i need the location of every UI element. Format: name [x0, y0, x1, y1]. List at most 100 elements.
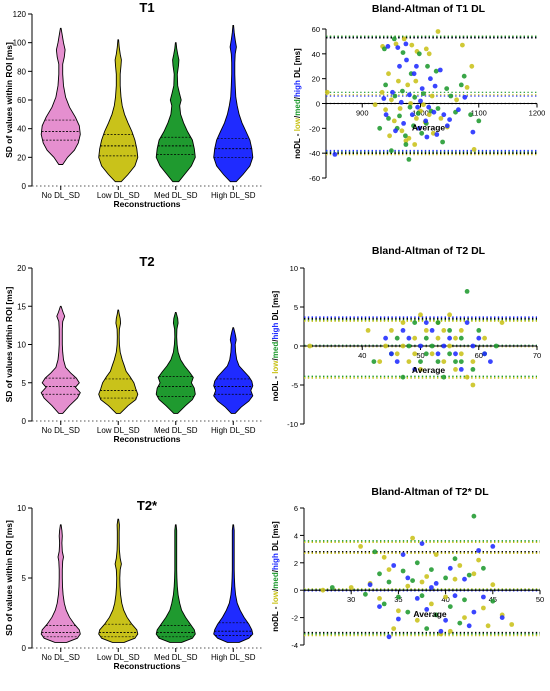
y-tick-label: 10 — [290, 264, 298, 273]
data-point — [432, 83, 438, 89]
y-tick-label: 40 — [17, 125, 26, 134]
data-point — [426, 104, 432, 110]
data-point — [444, 86, 450, 91]
data-point — [400, 552, 406, 557]
violin-1 — [98, 39, 139, 183]
x-axis-label: Reconstructions — [113, 661, 180, 671]
y-axis-label-part: high — [271, 323, 280, 340]
data-point — [405, 575, 411, 581]
data-point — [462, 94, 468, 100]
data-point — [400, 50, 406, 55]
data-point — [456, 107, 461, 113]
data-point — [509, 622, 515, 627]
t2star-bland-altman: Bland-Altman of T2* DL-4-202463035404550… — [271, 486, 544, 650]
data-point — [452, 576, 458, 582]
chart-title: Bland-Altman of T2* DL — [371, 486, 489, 498]
y-tick-label: 0 — [22, 644, 27, 653]
x-tick-label: 40 — [441, 595, 449, 604]
data-point — [419, 130, 425, 136]
t2-violin: T2 0 5 10 15 20 SD of values within ROI [ms] No… — [4, 254, 262, 444]
data-point — [460, 42, 465, 48]
data-point — [372, 549, 378, 555]
data-point — [389, 351, 394, 357]
data-point — [490, 598, 496, 604]
y-axis-label: SD of values within ROI [ms] — [4, 42, 14, 158]
data-point — [381, 96, 387, 101]
x-tick-label: 60 — [475, 351, 483, 360]
y-tick-label: 10 — [17, 504, 26, 513]
x-tick-label: 900 — [356, 109, 369, 118]
data-point — [470, 343, 476, 349]
y-tick-label: 20 — [312, 75, 320, 84]
y-axis-label-part: DL [ms] — [293, 48, 302, 80]
data-point — [385, 44, 391, 49]
y-axis-label-part: low — [271, 590, 280, 604]
data-point — [435, 335, 441, 341]
data-point — [458, 367, 464, 372]
data-point — [481, 565, 486, 571]
data-point — [447, 312, 452, 318]
x-tick-label: Low DL_SD — [97, 653, 140, 662]
chart-title: T2* — [137, 498, 158, 513]
data-point — [423, 118, 429, 124]
data-point — [386, 116, 391, 121]
y-tick-label: -40 — [309, 149, 320, 158]
data-point — [389, 148, 394, 154]
data-point — [444, 123, 450, 129]
data-point — [418, 98, 423, 104]
data-point — [424, 574, 430, 579]
data-point — [396, 78, 401, 84]
data-point — [485, 623, 491, 629]
data-point — [406, 343, 412, 349]
x-tick-label: 30 — [347, 595, 355, 604]
x-axis-label: Average — [412, 365, 446, 375]
data-point — [400, 568, 406, 574]
data-point — [476, 118, 482, 124]
data-point — [416, 125, 422, 131]
y-tick-label: -10 — [287, 420, 298, 429]
y-axis-label-part: high — [271, 553, 280, 570]
data-point — [441, 328, 447, 333]
data-point — [381, 554, 387, 560]
data-point — [441, 112, 447, 118]
y-tick-label: 80 — [17, 67, 26, 76]
data-point — [453, 351, 458, 357]
data-point — [433, 581, 439, 586]
data-point — [440, 139, 445, 145]
x-axis-label: Reconstructions — [113, 434, 180, 444]
y-tick-label: 0 — [22, 182, 27, 191]
data-point — [397, 113, 402, 119]
data-point — [421, 102, 426, 108]
violin-2 — [155, 311, 196, 414]
y-tick-label: 5 — [22, 379, 27, 388]
y-axis-label-part: noDL - — [271, 604, 280, 631]
data-point — [426, 112, 432, 118]
y-tick-label: 20 — [17, 264, 26, 273]
y-tick-label: 6 — [294, 504, 298, 513]
data-point — [410, 535, 415, 541]
data-point — [462, 597, 467, 603]
data-point — [464, 320, 470, 325]
data-point — [400, 374, 406, 380]
violin-3 — [213, 25, 254, 183]
data-point — [461, 73, 467, 79]
x-tick-label: Low DL_SD — [97, 426, 140, 435]
data-point — [386, 579, 392, 585]
y-tick-label: -20 — [309, 124, 320, 133]
y-tick-label: 10 — [17, 341, 26, 350]
data-point — [435, 106, 441, 111]
data-point — [414, 617, 420, 623]
y-tick-label: 5 — [22, 574, 27, 583]
data-point — [435, 320, 441, 325]
data-point — [471, 147, 477, 152]
data-point — [400, 343, 406, 349]
violin-1 — [98, 518, 139, 643]
data-point — [390, 89, 395, 95]
data-point — [464, 289, 470, 294]
y-tick-label: 0 — [294, 586, 298, 595]
data-point — [381, 601, 387, 607]
data-point — [407, 104, 413, 110]
data-point — [401, 121, 406, 126]
data-point — [392, 93, 398, 99]
data-point — [428, 76, 433, 82]
